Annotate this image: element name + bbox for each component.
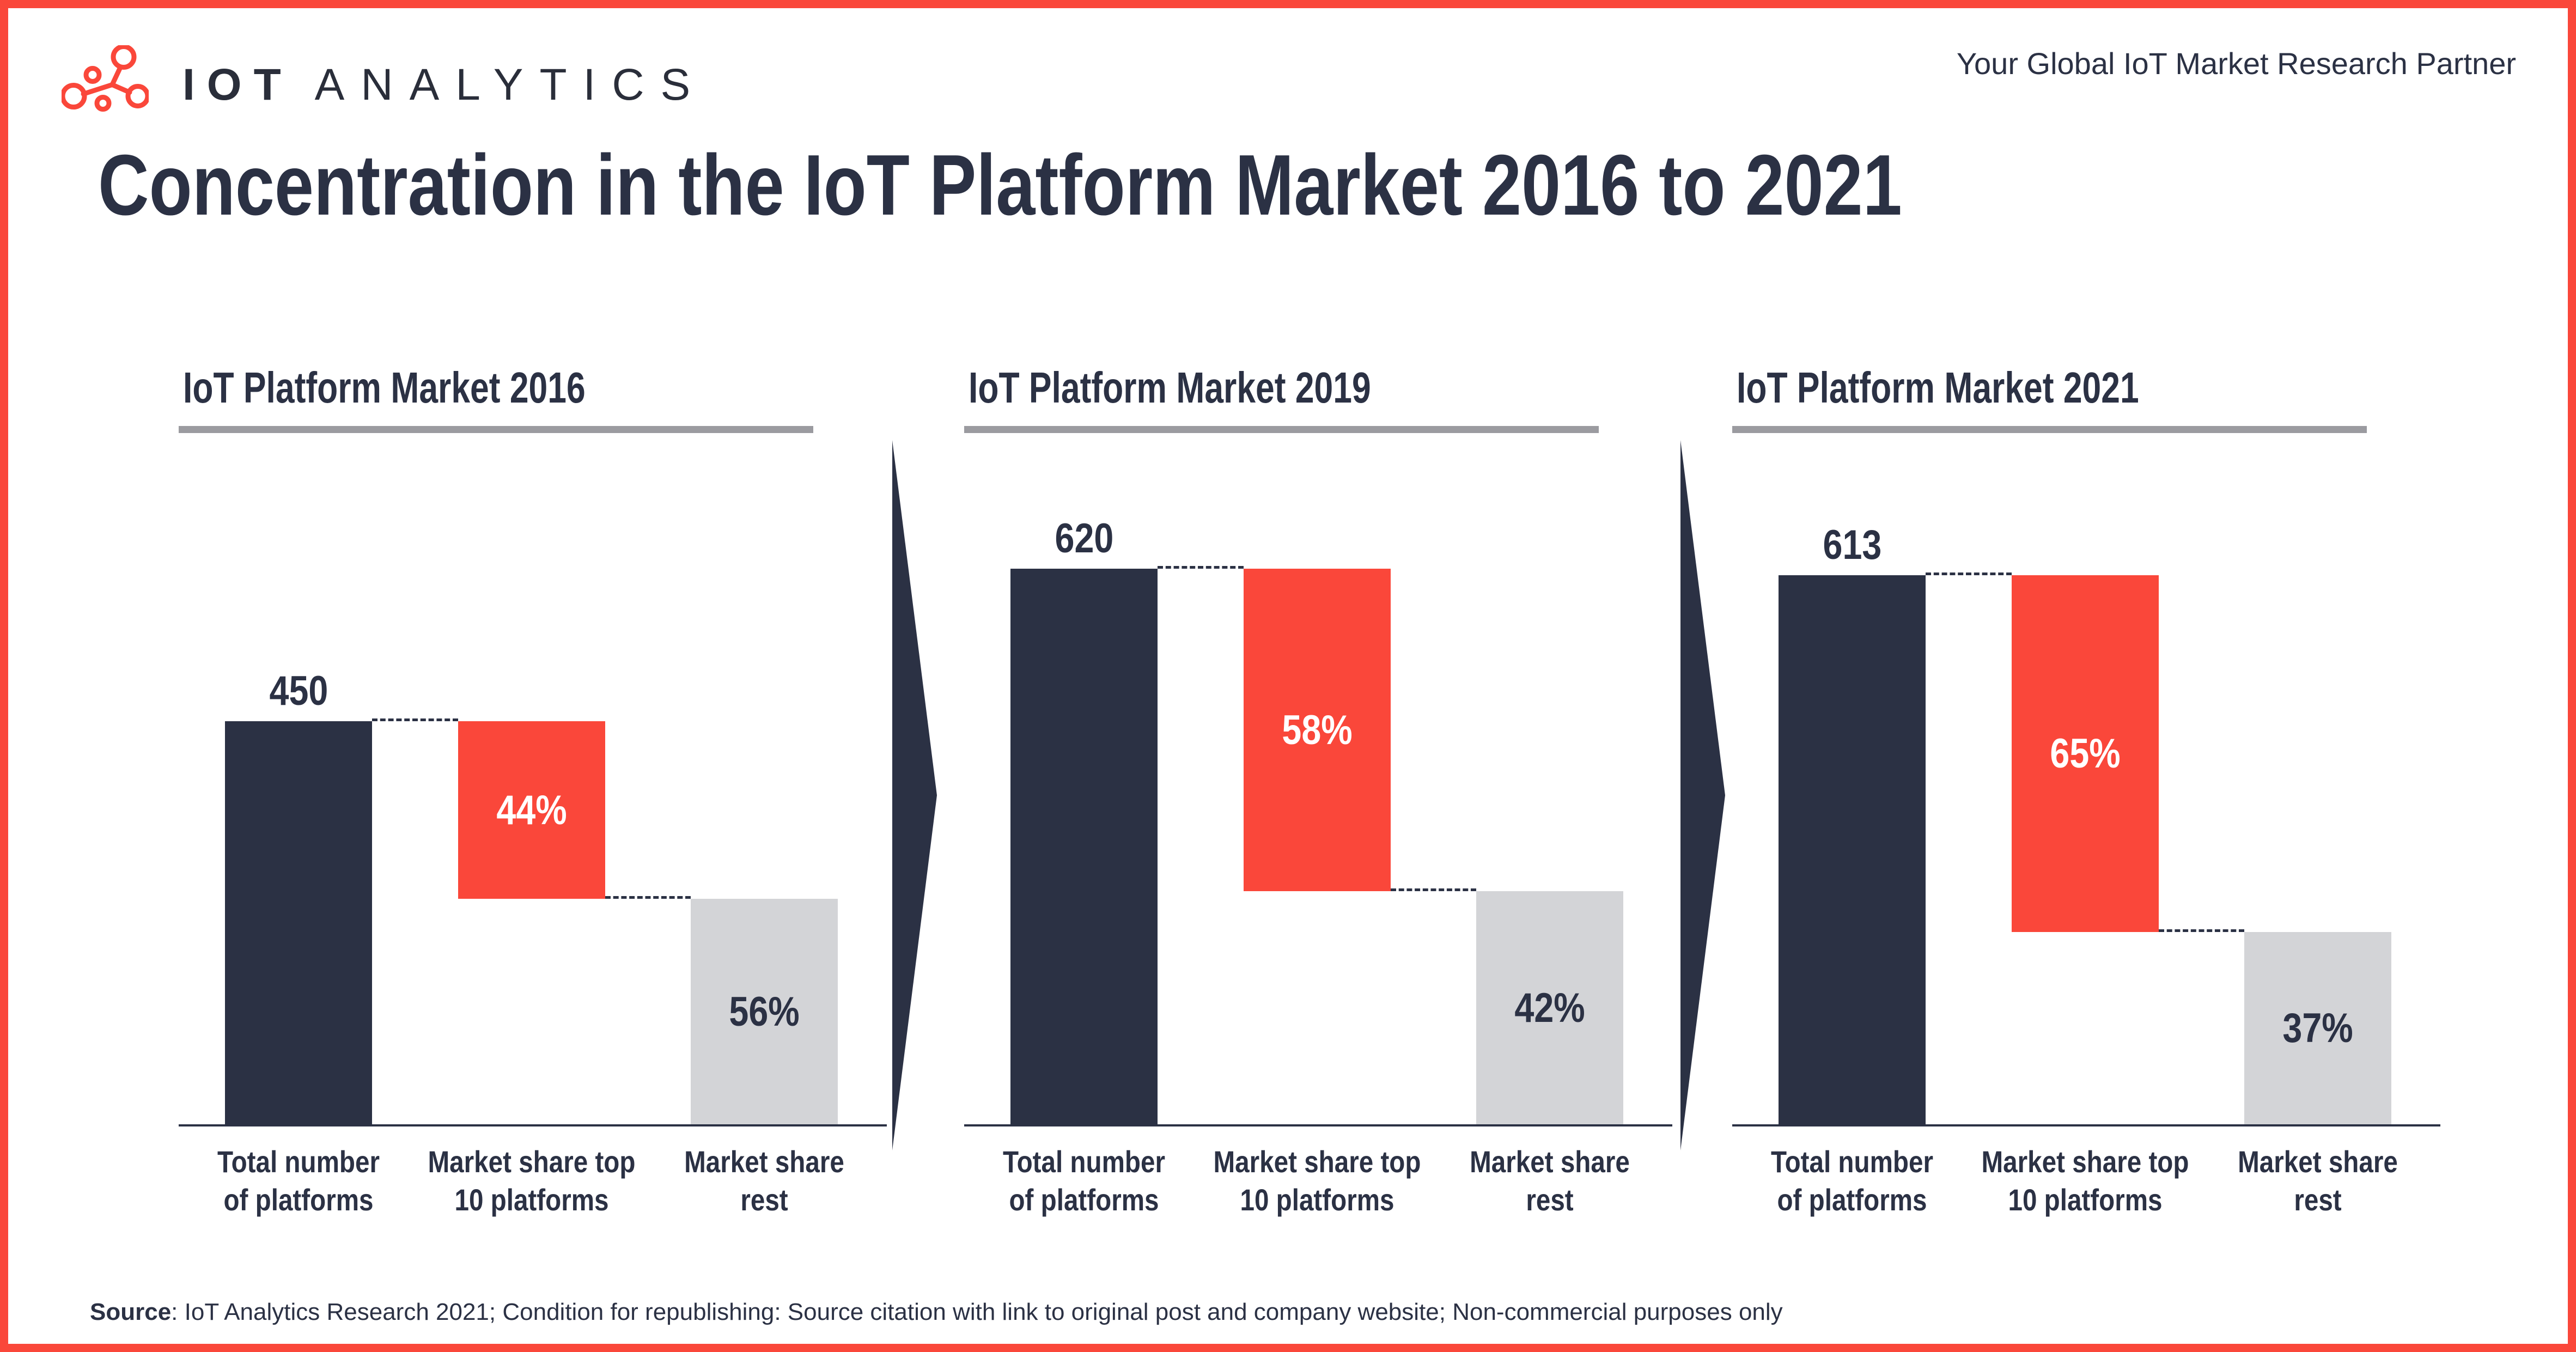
rest-share-label: 42%	[1514, 984, 1585, 1031]
dashed-connector-bottom	[2159, 929, 2244, 932]
category-label-top10: Market share top 10 platforms	[428, 1144, 636, 1217]
source-label: Source	[90, 1299, 172, 1325]
bar-value-label: 620	[1055, 515, 1113, 562]
title-underline	[1732, 426, 2367, 433]
dashed-connector-bottom	[605, 896, 691, 899]
category-label-rest: Market share rest	[684, 1144, 844, 1217]
title-underline	[179, 426, 813, 433]
bar-top10-share: 58%	[1244, 569, 1391, 891]
iot-analytics-logo: IOT ANALYTICS	[62, 45, 690, 114]
source-note: Source: IoT Analytics Research 2021; Con…	[90, 1298, 1783, 1326]
bar-top10-share: 65%	[2012, 575, 2159, 932]
right-arrow-icon	[892, 440, 937, 1150]
rest-share-label: 37%	[2282, 1005, 2353, 1051]
dashed-connector-top	[1158, 566, 1244, 569]
bar-total-platforms	[225, 721, 372, 1124]
logo-word-analytics: ANALYTICS	[314, 60, 707, 109]
bar-value-label: 450	[269, 668, 328, 714]
category-label-top10: Market share top 10 platforms	[1213, 1144, 1421, 1217]
chart-panel-2016: IoT Platform Market 2016 450 44% 56% Tot…	[179, 354, 903, 1291]
title-underline	[964, 426, 1599, 433]
bar-rest-share: 56%	[691, 899, 838, 1124]
bar-value-label: 613	[1823, 522, 1881, 568]
category-label-total: Total number of platforms	[1771, 1144, 1933, 1217]
x-axis	[964, 1124, 1672, 1126]
chart-panel-2021: IoT Platform Market 2021 613 65% 37% Tot…	[1732, 354, 2457, 1291]
category-label-rest: Market share rest	[1470, 1144, 1630, 1217]
chart-title-2021: IoT Platform Market 2021	[1737, 363, 2139, 412]
dashed-connector-top	[1926, 573, 2012, 575]
x-axis	[1732, 1124, 2440, 1126]
bar-top10-share: 44%	[458, 721, 605, 899]
bar-total-platforms	[1779, 575, 1926, 1124]
right-arrow-icon	[1680, 440, 1725, 1150]
category-label-total: Total number of platforms	[217, 1144, 380, 1217]
top10-share-label: 58%	[1282, 707, 1353, 753]
logo-wordmark: IOT ANALYTICS	[182, 63, 707, 107]
page-title: Concentration in the IoT Platform Market…	[98, 137, 1902, 233]
rest-share-label: 56%	[729, 988, 800, 1035]
category-label-rest: Market share rest	[2238, 1144, 2398, 1217]
bar-total-platforms	[1010, 569, 1158, 1124]
dashed-connector-top	[372, 718, 458, 721]
top10-share-label: 44%	[496, 787, 567, 833]
category-label-total: Total number of platforms	[1003, 1144, 1165, 1217]
bar-rest-share: 37%	[2244, 932, 2391, 1124]
company-tagline: Your Global IoT Market Research Partner	[1956, 46, 2516, 81]
logo-word-iot: IOT	[182, 60, 293, 109]
top10-share-label: 65%	[2050, 730, 2121, 777]
source-text: : IoT Analytics Research 2021; Condition…	[171, 1299, 1783, 1325]
bar-rest-share: 42%	[1476, 891, 1623, 1124]
chart-panel-2019: IoT Platform Market 2019 620 58% 42% Tot…	[964, 354, 1689, 1291]
category-label-top10: Market share top 10 platforms	[1981, 1144, 2189, 1217]
dashed-connector-bottom	[1391, 888, 1476, 891]
network-nodes-icon	[62, 45, 149, 112]
chart-title-2016: IoT Platform Market 2016	[183, 363, 586, 412]
x-axis	[179, 1124, 887, 1126]
chart-title-2019: IoT Platform Market 2019	[969, 363, 1371, 412]
